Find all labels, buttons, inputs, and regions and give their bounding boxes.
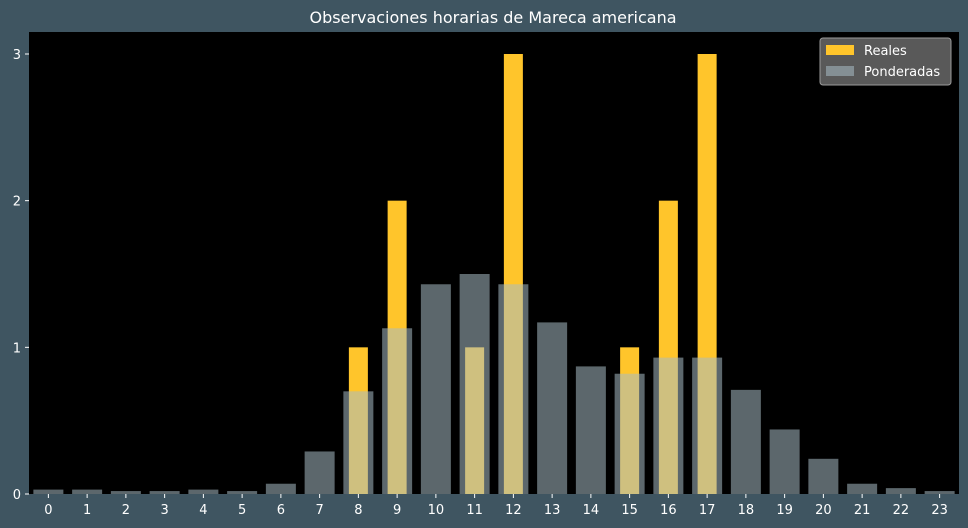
x-tick-label: 19 [776, 503, 793, 518]
x-tick-label: 22 [893, 503, 910, 518]
plot-area [29, 32, 959, 494]
x-tick-label: 0 [44, 503, 52, 518]
bar-ponderadas-19 [769, 429, 800, 494]
legend: Reales Ponderadas [819, 37, 952, 86]
x-tick-label: 9 [393, 503, 401, 518]
bar-ponderadas-1 [72, 489, 103, 494]
x-tick-label: 5 [238, 503, 246, 518]
bar-ponderadas-8 [343, 391, 374, 494]
y-tick-label: 0 [13, 488, 21, 503]
legend-label-ponderadas: Ponderadas [864, 65, 940, 80]
bar-ponderadas-2 [110, 491, 141, 494]
bar-ponderadas-11 [459, 274, 490, 494]
bar-ponderadas-21 [847, 483, 878, 494]
bar-ponderadas-3 [149, 491, 180, 494]
x-tick-label: 1 [83, 503, 91, 518]
x-tick-label: 17 [699, 503, 716, 518]
x-tick-label: 4 [199, 503, 207, 518]
legend-swatch-reales [826, 45, 854, 55]
bar-ponderadas-6 [265, 483, 296, 494]
y-tick-label: 2 [13, 195, 21, 210]
x-tick-label: 7 [315, 503, 323, 518]
x-tick-label: 14 [583, 503, 600, 518]
x-tick-label: 2 [122, 503, 130, 518]
y-tick-label: 1 [13, 341, 21, 356]
x-tick-label: 13 [544, 503, 561, 518]
x-tick-label: 20 [815, 503, 832, 518]
x-tick-label: 16 [660, 503, 677, 518]
bar-ponderadas-9 [382, 328, 413, 494]
legend-swatch-ponderadas [826, 66, 854, 76]
bar-ponderadas-5 [227, 491, 258, 494]
bar-ponderadas-18 [730, 389, 761, 494]
x-tick-label: 15 [621, 503, 638, 518]
bar-ponderadas-14 [575, 366, 606, 494]
x-tick-label: 23 [931, 503, 948, 518]
x-tick-label: 10 [428, 503, 445, 518]
legend-label-reales: Reales [864, 44, 907, 59]
weighted-bars-group [33, 274, 955, 494]
x-tick-label: 21 [854, 503, 871, 518]
bar-ponderadas-12 [498, 284, 529, 494]
bar-ponderadas-4 [188, 489, 219, 494]
bar-ponderadas-22 [885, 488, 916, 494]
x-tick-label: 6 [277, 503, 285, 518]
chart-title: Observaciones horarias de Mareca america… [309, 8, 676, 27]
x-tick-label: 3 [160, 503, 168, 518]
bar-ponderadas-23 [924, 491, 955, 494]
bar-ponderadas-10 [420, 284, 451, 494]
bar-ponderadas-13 [537, 322, 568, 494]
x-tick-label: 8 [354, 503, 362, 518]
bar-ponderadas-0 [33, 489, 64, 494]
bar-ponderadas-15 [614, 373, 645, 494]
x-tick-label: 11 [466, 503, 483, 518]
bar-ponderadas-17 [692, 357, 723, 494]
x-axis: 0 1 2 3 4 5 6 7 8 9 10 11 12 13 14 15 16 17 18 19 20 21 22 23 [44, 494, 948, 518]
x-tick-label: 18 [738, 503, 755, 518]
y-axis: 0 1 2 3 [13, 48, 29, 503]
x-tick-label: 12 [505, 503, 522, 518]
bar-ponderadas-16 [653, 357, 684, 494]
bar-ponderadas-7 [304, 451, 335, 494]
y-tick-label: 3 [13, 48, 21, 63]
bar-ponderadas-20 [808, 458, 839, 494]
